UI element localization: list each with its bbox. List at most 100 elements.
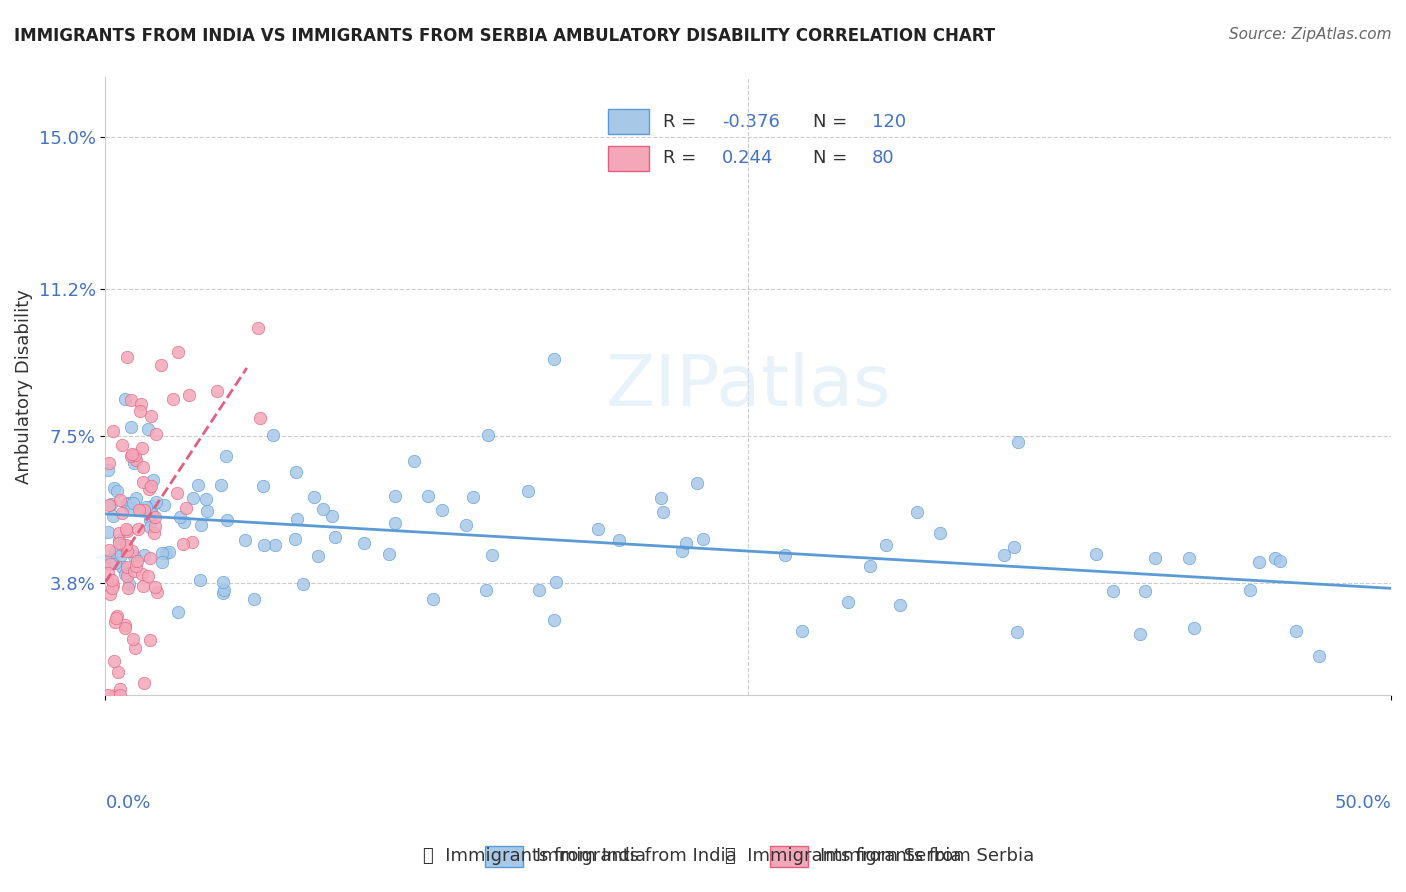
Point [110,681,132,696]
Point [169,509,191,524]
Point [122,565,145,579]
Point [101,581,124,595]
Point [1102,583,1125,598]
Point [517,484,540,499]
Point [100,497,122,511]
Point [686,475,709,490]
Point [129,404,152,418]
Point [321,508,343,523]
Point [1182,621,1205,635]
Point [246,320,269,334]
Point [1002,540,1025,554]
Point [262,428,284,442]
Point [195,492,218,507]
Point [132,579,155,593]
Point [692,533,714,547]
Point [138,550,160,565]
Point [143,519,166,533]
Point [115,538,138,552]
Point [284,465,307,479]
Point [1178,551,1201,566]
Point [115,544,138,558]
Point [101,573,124,587]
Point [1264,551,1286,566]
Y-axis label: Ambulatory Disability: Ambulatory Disability [15,289,32,483]
Point [167,605,190,619]
Point [97,688,120,702]
Point [1133,583,1156,598]
Point [110,506,132,520]
Point [97,457,120,471]
Point [117,582,139,596]
Text: 0.0%: 0.0% [105,794,150,813]
Point [122,496,145,510]
Point [155,546,177,560]
Point [353,535,375,549]
Point [422,591,444,606]
Point [111,560,134,574]
Point [125,453,148,467]
Point [650,491,672,505]
Point [195,504,218,518]
Point [180,535,202,549]
Point [377,548,399,562]
Point [107,665,129,680]
Point [543,352,565,367]
Point [773,548,796,562]
Point [249,411,271,425]
Point [215,513,238,527]
Point [125,491,148,505]
Point [138,512,160,526]
Point [474,583,496,598]
Point [905,504,928,518]
Point [136,422,159,436]
Point [127,522,149,536]
Point [384,489,406,503]
Point [141,479,163,493]
Point [188,573,211,587]
Point [141,409,163,423]
Point [132,475,155,490]
Point [889,598,911,612]
Point [463,491,485,505]
Point [98,542,121,557]
Point [104,556,127,570]
Point [253,538,276,552]
Point [651,505,673,519]
Point [120,420,142,434]
Point [115,569,138,583]
Point [875,538,897,552]
Point [481,548,503,562]
Point [311,502,333,516]
Point [190,518,212,533]
Point [928,526,950,541]
Point [187,478,209,492]
Text: Immigrants from India: Immigrants from India [536,847,737,865]
Point [477,427,499,442]
Point [544,574,567,589]
Point [97,524,120,539]
Point [101,577,124,591]
Point [675,536,697,550]
Text: IMMIGRANTS FROM INDIA VS IMMIGRANTS FROM SERBIA AMBULATORY DISABILITY CORRELATIO: IMMIGRANTS FROM INDIA VS IMMIGRANTS FROM… [14,27,995,45]
Point [837,595,859,609]
Point [402,453,425,467]
Point [233,533,256,547]
Point [132,549,155,563]
Point [136,569,159,583]
Point [252,479,274,493]
Point [145,426,167,441]
Point [1085,547,1108,561]
Point [107,533,129,548]
Point [117,350,139,364]
Point [1129,627,1152,641]
Point [104,688,127,702]
Point [108,525,131,540]
Point [454,518,477,533]
Point [211,574,233,589]
Point [527,582,550,597]
Point [129,397,152,411]
Point [115,524,138,539]
Point [104,615,127,629]
Point [302,490,325,504]
